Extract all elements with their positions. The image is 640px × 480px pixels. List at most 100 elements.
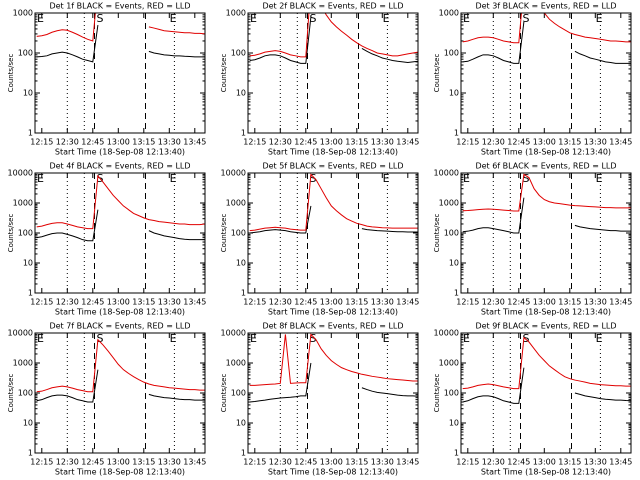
- plot-frame: [460, 332, 632, 454]
- series-line: [36, 174, 205, 230]
- x-tick-label: 12:45: [81, 138, 104, 147]
- series-line: [249, 13, 418, 58]
- annotation: E: [250, 332, 257, 345]
- y-axis-label: Counts/sec: [220, 54, 228, 93]
- x-axis-label: Start Time (18-Sep-08 12:13:40): [268, 148, 398, 157]
- x-tick-label: 13:15: [132, 298, 155, 307]
- series-line: [249, 333, 418, 386]
- x-tick-label: 12:30: [482, 458, 505, 467]
- x-axis-label: Start Time (18-Sep-08 12:13:40): [55, 308, 185, 317]
- y-tick-label: 10: [236, 259, 246, 268]
- y-tick-label: 1000: [439, 199, 459, 208]
- x-tick-label: 12:15: [243, 298, 266, 307]
- y-tick-label: 1: [241, 289, 246, 298]
- y-tick-label: 100: [18, 389, 33, 398]
- annotation: S: [97, 12, 104, 25]
- panel: Det 7f BLACK = Events, RED = LLD Start Ti…: [7, 322, 206, 477]
- y-tick-label: 1: [454, 289, 459, 298]
- panel: Det 2f BLACK = Events, RED = LLD Start Ti…: [220, 2, 419, 157]
- x-tick-label: 12:15: [243, 458, 266, 467]
- x-tick-label: 13:45: [609, 138, 632, 147]
- series-line: [36, 24, 205, 63]
- x-tick-label: 12:15: [456, 458, 479, 467]
- series-line: [36, 369, 205, 403]
- x-tick-label: 13:00: [107, 458, 130, 467]
- x-axis-label: Start Time (18-Sep-08 12:13:40): [55, 148, 185, 157]
- annotation: E: [37, 12, 44, 25]
- x-tick-label: 13:15: [558, 298, 581, 307]
- y-tick-label: 1000: [226, 199, 246, 208]
- x-tick-label: 13:30: [584, 138, 607, 147]
- x-tick-label: 12:45: [507, 298, 530, 307]
- y-axis-label: Counts/sec: [220, 374, 228, 413]
- x-tick-label: 13:45: [396, 138, 419, 147]
- x-tick-label: 12:15: [456, 138, 479, 147]
- annotation: S: [310, 12, 317, 25]
- y-tick-label: 100: [444, 229, 459, 238]
- annotation: E: [463, 172, 470, 185]
- x-tick-label: 13:15: [558, 458, 581, 467]
- x-tick-label: 13:00: [533, 138, 556, 147]
- x-tick-label: 12:15: [30, 298, 53, 307]
- x-tick-label: 13:15: [345, 138, 368, 147]
- annotation: E: [596, 172, 603, 185]
- x-tick-label: 12:45: [294, 298, 317, 307]
- x-tick-label: 13:45: [396, 298, 419, 307]
- y-tick-label: 1000: [13, 359, 33, 368]
- annotation: E: [463, 12, 470, 25]
- series-line: [36, 338, 205, 393]
- y-tick-label: 1000: [13, 9, 33, 18]
- series-line: [462, 21, 631, 64]
- y-tick-label: 1: [241, 449, 246, 458]
- x-axis-label: Start Time (18-Sep-08 12:13:40): [268, 468, 398, 477]
- panel-title: Det 5f BLACK = Events, RED = LLD: [262, 162, 403, 171]
- panel-title: Det 9f BLACK = Events, RED = LLD: [475, 322, 616, 331]
- panel-title: Det 2f BLACK = Events, RED = LLD: [262, 2, 403, 11]
- x-tick-label: 12:45: [294, 138, 317, 147]
- x-tick-label: 12:15: [30, 138, 53, 147]
- plot-frame: [34, 172, 206, 294]
- y-tick-label: 10: [236, 419, 246, 428]
- series-line: [249, 16, 418, 64]
- x-tick-label: 12:45: [507, 138, 530, 147]
- panel-title: Det 3f BLACK = Events, RED = LLD: [475, 2, 616, 11]
- x-tick-label: 13:00: [320, 458, 343, 467]
- y-tick-label: 1: [454, 129, 459, 138]
- x-tick-label: 13:45: [183, 138, 206, 147]
- series-line: [462, 197, 631, 234]
- plot-frame: [247, 12, 419, 134]
- y-tick-label: 1: [454, 449, 459, 458]
- x-tick-label: 13:30: [371, 458, 394, 467]
- x-tick-label: 13:45: [183, 298, 206, 307]
- panel: Det 8f BLACK = Events, RED = LLD Start Ti…: [220, 322, 419, 477]
- x-axis-label: Start Time (18-Sep-08 12:13:40): [268, 308, 398, 317]
- panel: Det 3f BLACK = Events, RED = LLD Start Ti…: [433, 2, 632, 157]
- x-tick-label: 13:30: [158, 138, 181, 147]
- y-tick-label: 1000: [439, 359, 459, 368]
- x-tick-label: 12:30: [56, 138, 79, 147]
- panel-title: Det 6f BLACK = Events, RED = LLD: [475, 162, 616, 171]
- y-tick-label: 10: [23, 89, 33, 98]
- plot-frame: [247, 332, 419, 454]
- y-tick-label: 1: [241, 129, 246, 138]
- panel-title: Det 1f BLACK = Events, RED = LLD: [49, 2, 190, 11]
- annotation: E: [170, 332, 177, 345]
- x-tick-label: 13:30: [371, 298, 394, 307]
- series-line: [462, 367, 631, 404]
- x-tick-label: 12:30: [269, 458, 292, 467]
- y-tick-label: 100: [231, 389, 246, 398]
- annotation: E: [170, 172, 177, 185]
- y-tick-label: 1000: [439, 9, 459, 18]
- annotation: S: [310, 172, 317, 185]
- x-tick-label: 12:15: [456, 298, 479, 307]
- x-tick-label: 13:15: [345, 458, 368, 467]
- y-tick-label: 10000: [221, 169, 246, 178]
- x-tick-label: 12:15: [243, 138, 266, 147]
- annotation: E: [250, 12, 257, 25]
- annotation: E: [463, 332, 470, 345]
- x-tick-label: 12:30: [56, 458, 79, 467]
- y-axis-label: Counts/sec: [433, 374, 441, 413]
- series-line: [249, 362, 418, 403]
- x-tick-label: 12:45: [81, 298, 104, 307]
- y-tick-label: 1000: [13, 199, 33, 208]
